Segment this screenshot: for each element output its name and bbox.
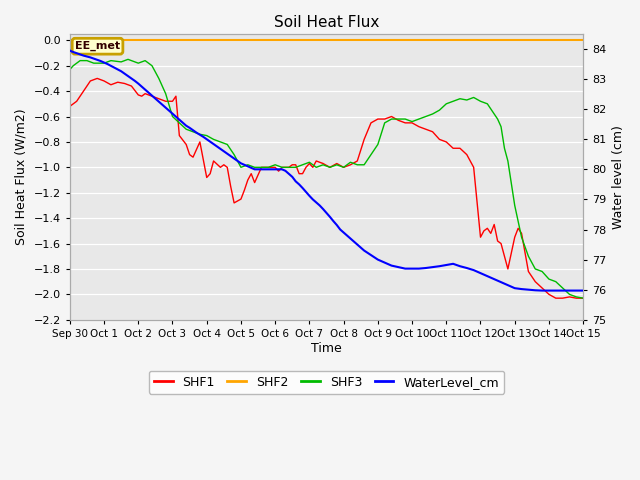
Y-axis label: Soil Heat Flux (W/m2): Soil Heat Flux (W/m2) <box>15 108 28 245</box>
Y-axis label: Water level (cm): Water level (cm) <box>612 125 625 229</box>
Legend: SHF1, SHF2, SHF3, WaterLevel_cm: SHF1, SHF2, SHF3, WaterLevel_cm <box>149 371 504 394</box>
Text: EE_met: EE_met <box>75 41 120 51</box>
Title: Soil Heat Flux: Soil Heat Flux <box>274 15 379 30</box>
X-axis label: Time: Time <box>311 342 342 355</box>
